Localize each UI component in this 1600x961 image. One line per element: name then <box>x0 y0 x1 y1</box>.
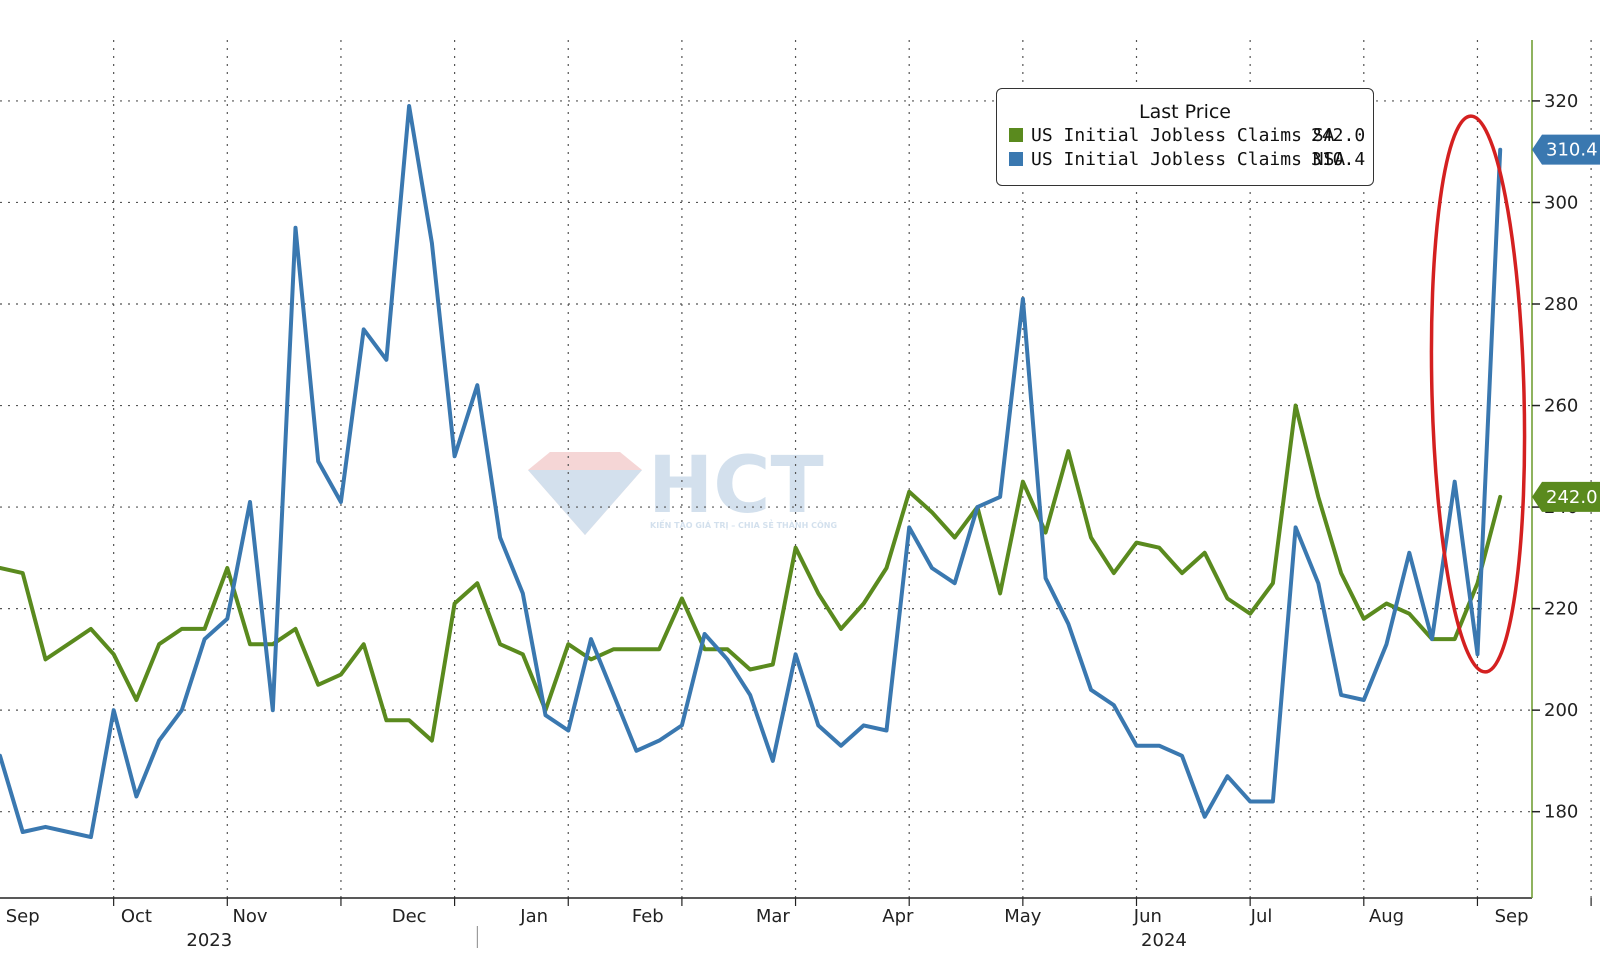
legend-title: Last Price <box>1139 101 1231 123</box>
y-tick-label: 320 <box>1544 91 1578 112</box>
x-tick-label: Mar <box>756 906 791 927</box>
legend-value-sa: 242.0 <box>1311 124 1366 146</box>
x-tick-label: Feb <box>632 906 664 927</box>
hct-diamond-logo <box>528 452 642 535</box>
x-axis-ticks: SepOctNovDecJanFebMarAprMayJunJulAugSepO… <box>6 898 1592 951</box>
x-tick-label: Oct <box>121 906 152 927</box>
x-tick-label: Jun <box>1133 906 1162 927</box>
y-axis-ticks: 180200220240260280300320 <box>1532 91 1578 823</box>
x-tick-label: Apr <box>882 906 914 927</box>
x-tick-label: Sep <box>6 906 40 927</box>
hct-watermark: HCT KIẾN TẠO GIÁ TRỊ – CHIA SẺ THÀNH CÔN… <box>528 441 837 535</box>
legend-item-nsa: US Initial Jobless Claims NSA 310.4 <box>1009 147 1373 171</box>
watermark-tagline: KIẾN TẠO GIÁ TRỊ – CHIA SẺ THÀNH CÔNG <box>650 518 837 530</box>
series-lines <box>0 104 1503 840</box>
x-year-label: 2024 <box>1141 930 1187 951</box>
x-tick-label: Dec <box>392 906 427 927</box>
legend-item-sa: US Initial Jobless Claims SA 242.0 <box>1009 123 1373 147</box>
x-tick-label: Jul <box>1250 906 1273 927</box>
last-value-tag-label: 242.0 <box>1546 487 1598 508</box>
y-tick-label: 220 <box>1544 599 1578 620</box>
legend-label-sa: US Initial Jobless Claims SA <box>1031 124 1335 146</box>
x-tick-label: Nov <box>232 906 267 927</box>
legend: Last Price US Initial Jobless Claims SA … <box>996 88 1374 186</box>
x-tick-label: Sep <box>1495 906 1529 927</box>
watermark-logo-text: HCT <box>648 441 824 531</box>
y-tick-label: 300 <box>1544 192 1578 213</box>
series-line-nsa <box>0 104 1503 840</box>
y-tick-label: 260 <box>1544 396 1578 417</box>
series-line-sa <box>0 403 1503 743</box>
highlight-ellipse <box>1429 114 1527 674</box>
axes <box>0 40 1533 948</box>
y-tick-label: 200 <box>1544 700 1578 721</box>
last-value-tag-label: 310.4 <box>1546 140 1598 161</box>
x-tick-label: Jan <box>519 906 548 927</box>
legend-label-nsa: US Initial Jobless Claims NSA <box>1031 148 1346 170</box>
last-value-tag-nsa <box>1532 134 1600 165</box>
last-value-tags: 310.4 242.0 <box>1532 134 1600 512</box>
last-value-tag-sa <box>1532 481 1600 512</box>
legend-swatch-sa <box>1009 128 1023 142</box>
legend-value-nsa: 310.4 <box>1311 148 1366 170</box>
x-tick-label: May <box>1004 906 1042 927</box>
legend-swatch-nsa <box>1009 152 1023 166</box>
x-tick-label: Aug <box>1369 906 1404 927</box>
hct-diamond-logo-lower <box>528 470 642 535</box>
y-tick-label: 180 <box>1544 802 1578 823</box>
x-year-label: 2023 <box>186 930 232 951</box>
y-tick-label: 280 <box>1544 294 1578 315</box>
